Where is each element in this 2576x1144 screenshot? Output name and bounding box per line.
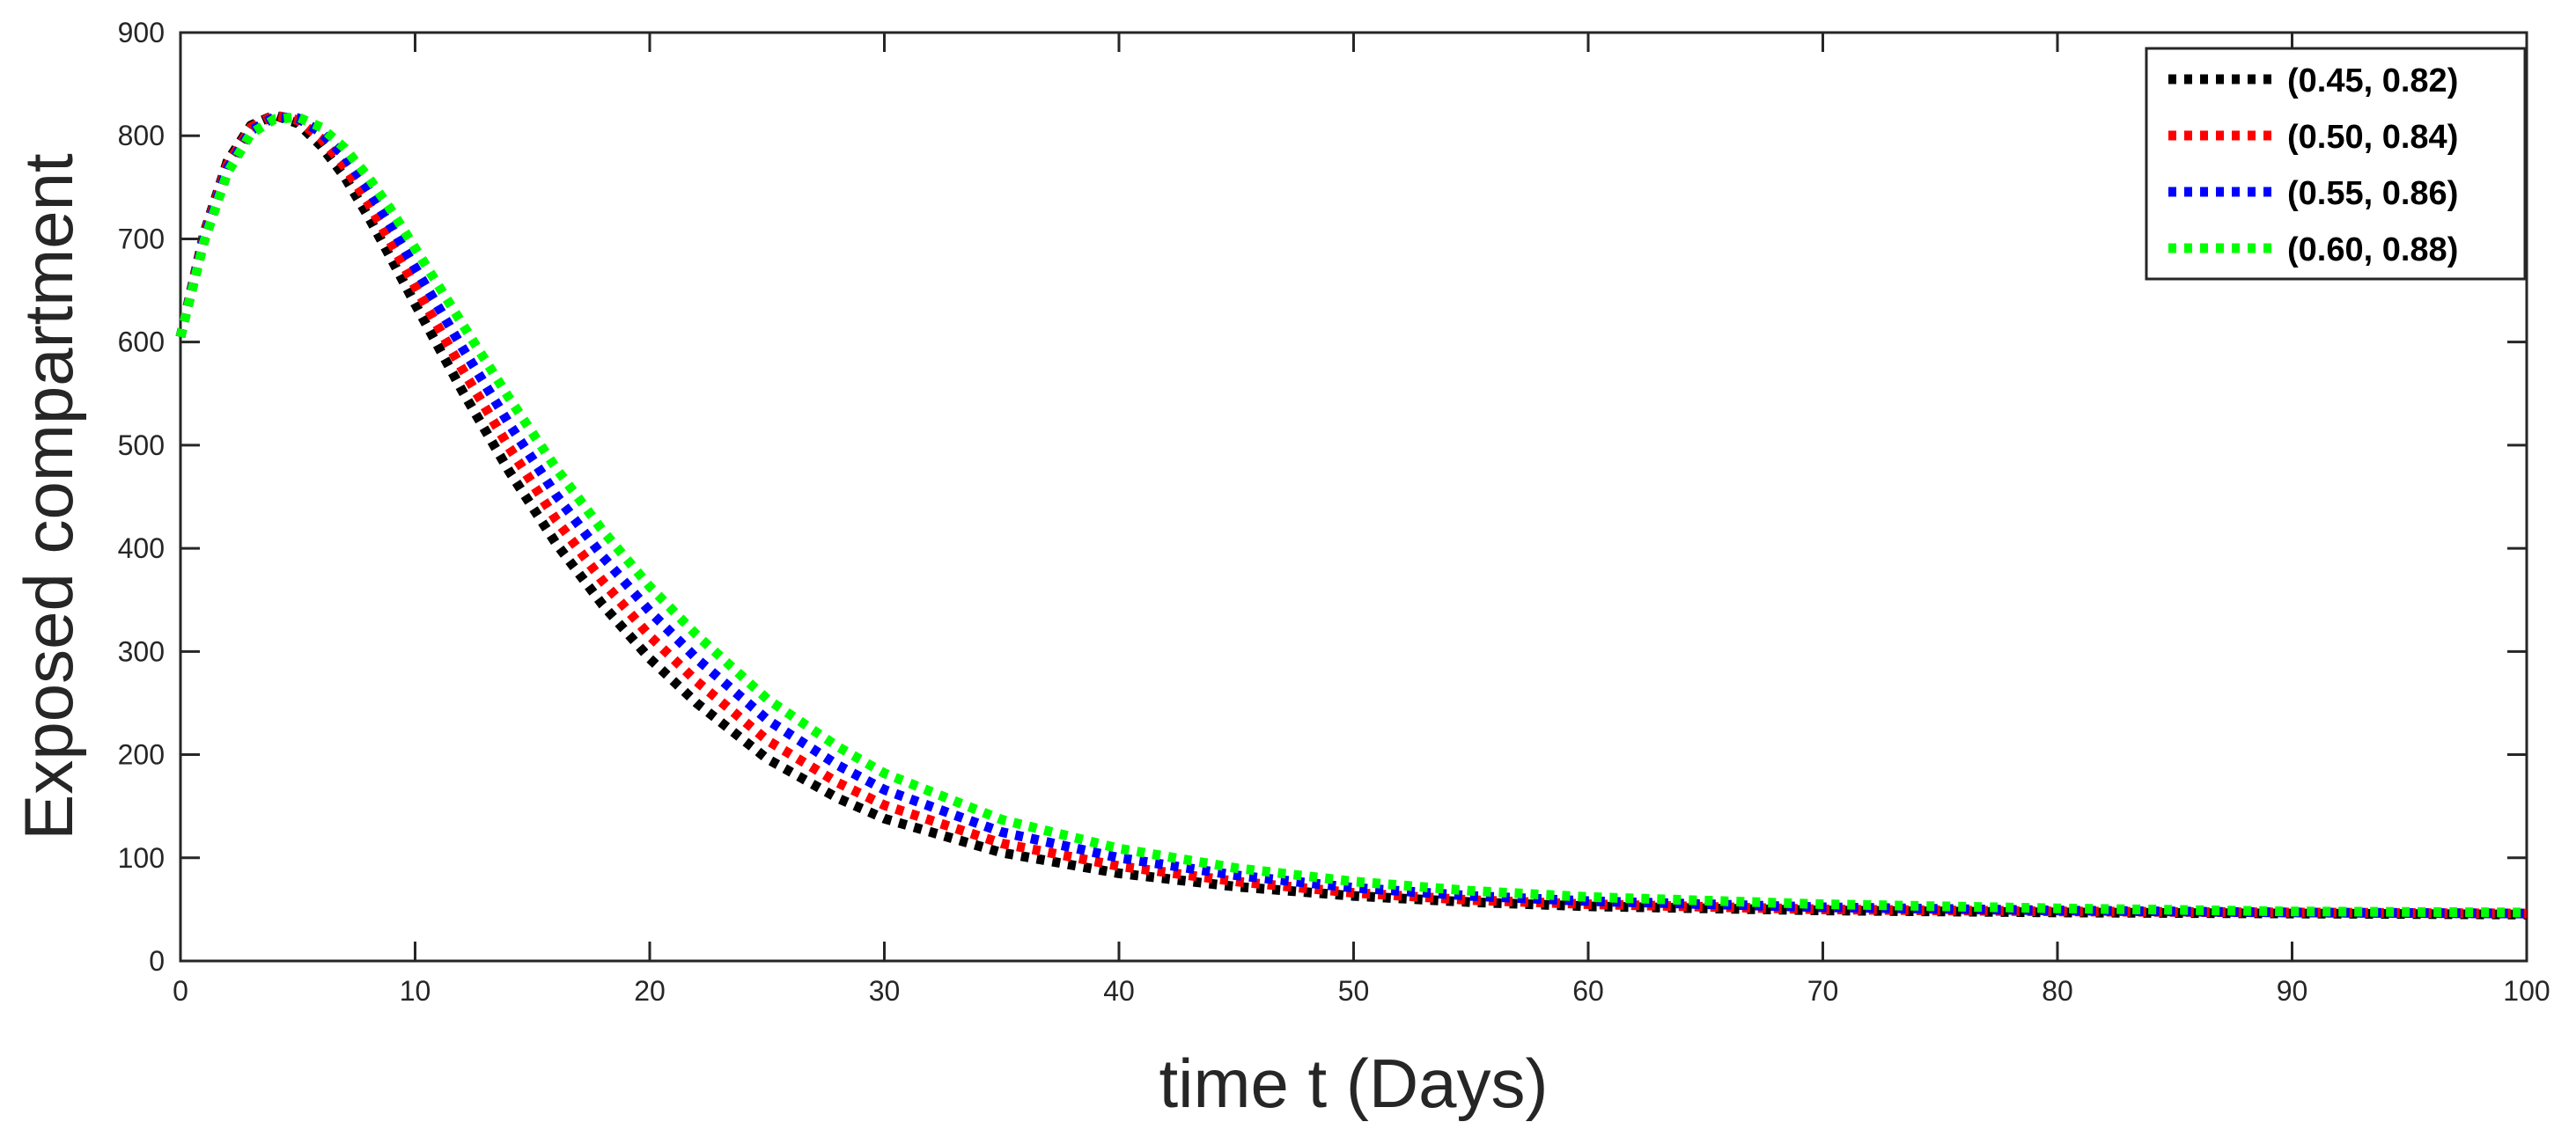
x-tick-label: 60	[1572, 975, 1604, 1007]
y-tick-label: 700	[118, 223, 165, 254]
plot-frame	[179, 31, 2528, 963]
y-tick-label: 600	[118, 326, 165, 358]
legend-label-4: (0.60, 0.88)	[2287, 231, 2458, 268]
y-tick-label: 900	[118, 17, 165, 48]
series-line-4	[175, 112, 2528, 918]
x-tick-label: 0	[173, 975, 188, 1007]
y-tick-label: 400	[118, 532, 165, 564]
y-tick-label: 100	[118, 842, 165, 874]
y-tick-label: 200	[118, 739, 165, 771]
legend-label-1: (0.45, 0.82)	[2287, 62, 2458, 99]
x-axis: 0 10 20 30 40 50 60 70 80 90 100	[173, 33, 2550, 1007]
y-tick-label: 800	[118, 120, 165, 151]
x-tick-label: 20	[634, 975, 666, 1007]
y-tick-label: 0	[149, 945, 165, 977]
x-tick-label: 70	[1807, 975, 1839, 1007]
x-tick-label: 80	[2042, 975, 2073, 1007]
y-tick-label: 300	[118, 635, 165, 667]
series-line-3	[175, 112, 2528, 919]
x-tick-label: 90	[2277, 975, 2308, 1007]
y-axis: 0 100 200 300 400 500 600 700 800 900	[118, 17, 2527, 977]
legend-label-2: (0.50, 0.84)	[2287, 119, 2458, 156]
x-tick-label: 30	[869, 975, 901, 1007]
y-tick-label: 500	[118, 429, 165, 461]
plot-area	[179, 31, 2528, 963]
x-tick-label: 40	[1103, 975, 1135, 1007]
series-layer	[175, 110, 2528, 920]
legend-label-3: (0.55, 0.86)	[2287, 175, 2458, 212]
legend-box	[2145, 47, 2527, 281]
x-axis-title: time t (Days)	[1159, 1045, 1548, 1122]
y-axis-title: Exposed compartment	[10, 153, 87, 840]
x-tick-label: 100	[2503, 975, 2550, 1007]
x-tick-label: 10	[400, 975, 431, 1007]
legend: (0.45, 0.82) (0.50, 0.84) (0.55, 0.86) (0.6…	[2145, 47, 2527, 281]
x-tick-label: 50	[1338, 975, 1370, 1007]
